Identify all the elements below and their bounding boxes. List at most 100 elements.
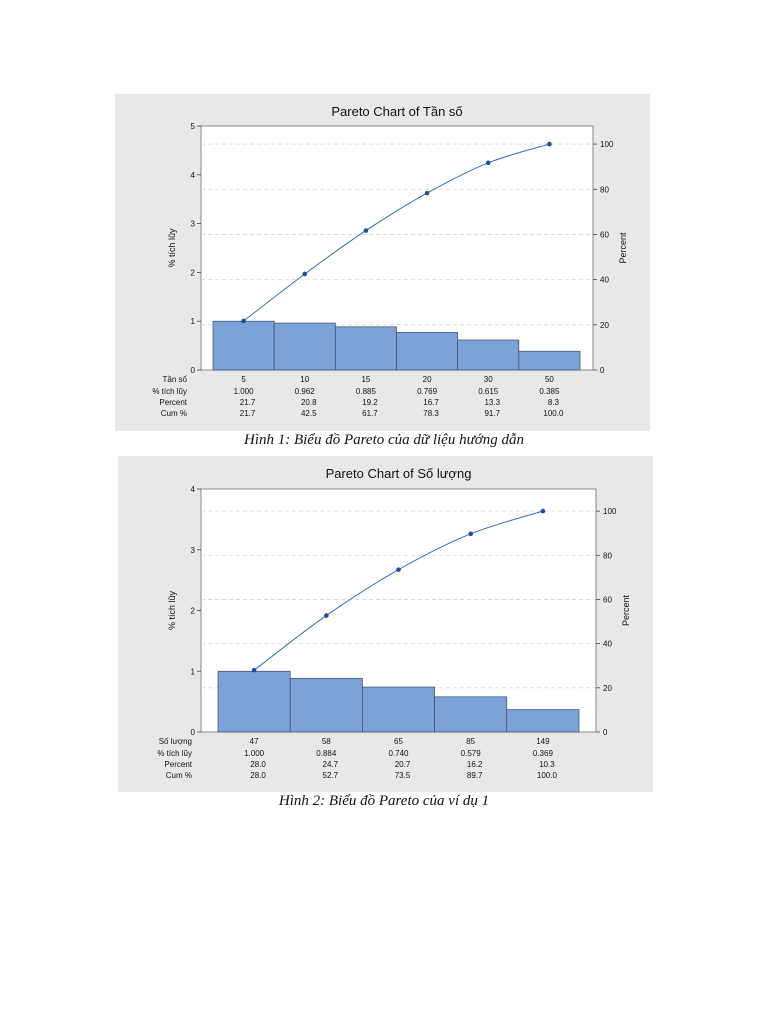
table-cell: 100.0 — [537, 771, 558, 780]
category-label: 85 — [466, 737, 475, 746]
table-cell: 28.0 — [250, 760, 266, 769]
table-cell: 0.962 — [295, 387, 316, 396]
table-cell: 0.885 — [356, 387, 377, 396]
y-tick-label: 4 — [191, 485, 196, 494]
y2-tick-label: 100 — [603, 507, 617, 516]
pareto-chart-1: Pareto Chart of Tần số 0 1 2 3 4 5 0 20 40 60 80 100… — [115, 94, 650, 431]
y-tick-label: 5 — [191, 122, 196, 131]
cumulative-point — [485, 160, 491, 166]
category-label: 30 — [484, 375, 493, 384]
pareto-chart-2-svg: Pareto Chart of Số lượng0123402040608010… — [157, 466, 631, 780]
y2-tick-label: 20 — [600, 321, 609, 330]
table-cell: 61.7 — [362, 409, 378, 418]
y-tick-label: 3 — [191, 220, 196, 229]
cumulative-point — [540, 508, 546, 514]
cumulative-point — [324, 613, 329, 618]
category-label: 50 — [545, 375, 554, 384]
category-label: 10 — [300, 375, 309, 384]
cumulative-point — [251, 667, 257, 673]
cumulative-point — [468, 531, 474, 537]
cumulative-point — [396, 567, 401, 572]
table-cell: 0.579 — [461, 749, 482, 758]
table-row-label: Cum % — [166, 771, 192, 780]
bar — [289, 677, 363, 733]
cumulative-point — [363, 228, 369, 233]
table-row-label: % tích lũy — [152, 387, 187, 396]
table-cell: 24.7 — [323, 760, 339, 769]
table-cell: 0.884 — [316, 749, 337, 758]
chart-title: Pareto Chart of Tần số — [331, 104, 462, 119]
chart-title: Pareto Chart of Số lượng — [326, 466, 472, 481]
y2-tick-label: 60 — [600, 230, 609, 239]
category-label: 65 — [394, 737, 403, 746]
table-cell: 78.3 — [423, 409, 439, 418]
table-cell: 91.7 — [484, 409, 500, 418]
y2-tick-label: 40 — [600, 276, 609, 285]
y-tick-label: 0 — [191, 366, 196, 375]
y2-axis-label: Percent — [618, 232, 628, 264]
y-tick-label: 2 — [191, 268, 196, 277]
y2-tick-label: 40 — [603, 640, 612, 649]
table-cell: 28.0 — [250, 771, 266, 780]
table-cell: 42.5 — [301, 409, 317, 418]
category-label: 58 — [322, 737, 331, 746]
y2-tick-label: 0 — [600, 366, 605, 375]
cumulative-point — [424, 190, 430, 196]
category-label: 20 — [423, 375, 432, 384]
pareto-chart-2: Pareto Chart of Số lượng 0 1 2 3 4 0 20 40 60 80 10… — [118, 456, 653, 792]
table-cell: 1.000 — [244, 749, 265, 758]
y2-tick-label: 80 — [603, 551, 612, 560]
category-label: 15 — [361, 375, 370, 384]
table-cell: 10.3 — [539, 760, 555, 769]
table-cell: 20.7 — [395, 760, 411, 769]
y-tick-label: 1 — [191, 667, 196, 676]
table-cell: 21.7 — [240, 398, 256, 407]
y-axis-label: % tích lũy — [167, 228, 177, 268]
bar — [273, 322, 336, 371]
table-cell: 0.769 — [417, 387, 438, 396]
y-tick-label: 2 — [191, 607, 196, 616]
table-row-label: % tích lũy — [157, 749, 192, 758]
y2-tick-label: 80 — [600, 185, 609, 194]
table-cell: 0.385 — [539, 387, 560, 396]
table-cell: 52.7 — [323, 771, 339, 780]
category-label: 5 — [241, 375, 246, 384]
table-cell: 19.2 — [362, 398, 378, 407]
y2-axis-label: Percent — [621, 594, 631, 626]
y2-tick-label: 0 — [603, 728, 608, 737]
y2-tick-label: 100 — [600, 140, 614, 149]
bar — [396, 332, 459, 371]
bar — [434, 696, 508, 733]
table-row-label: Số lượng — [159, 737, 192, 746]
y-tick-label: 4 — [191, 171, 196, 180]
bar — [334, 326, 397, 371]
table-cell: 16.2 — [467, 760, 483, 769]
table-cell: 20.8 — [301, 398, 317, 407]
y-tick-label: 0 — [191, 728, 196, 737]
table-cell: 0.740 — [388, 749, 409, 758]
table-cell: 21.7 — [240, 409, 256, 418]
y-tick-label: 3 — [191, 546, 196, 555]
bar — [457, 339, 520, 371]
table-cell: 100.0 — [543, 409, 564, 418]
table-cell: 16.7 — [423, 398, 439, 407]
table-cell: 13.3 — [484, 398, 500, 407]
bar — [212, 320, 275, 371]
bar — [518, 350, 581, 371]
bar — [362, 686, 435, 733]
table-row-label: Percent — [159, 398, 187, 407]
table-cell: 89.7 — [467, 771, 483, 780]
table-row-label: Cum % — [161, 409, 187, 418]
table-cell: 8.3 — [548, 398, 560, 407]
bar — [217, 670, 291, 733]
cumulative-line — [243, 143, 550, 322]
pareto-chart-1-svg: Pareto Chart of Tần số012345020406080100… — [152, 104, 628, 418]
y-tick-label: 1 — [191, 317, 196, 326]
table-row-label: Tần số — [163, 375, 188, 384]
category-label: 47 — [250, 737, 259, 746]
category-label: 149 — [536, 737, 550, 746]
table-cell: 1.000 — [234, 387, 255, 396]
cumulative-point — [302, 271, 308, 277]
y2-tick-label: 20 — [603, 684, 612, 693]
bar — [506, 709, 580, 733]
